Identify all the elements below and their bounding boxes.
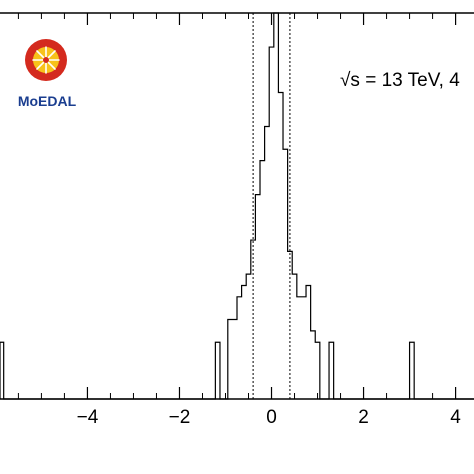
x-tick-label: −2 — [169, 407, 191, 428]
cut-lines — [252, 13, 291, 399]
x-tick-label: 0 — [266, 407, 277, 428]
x-tick-label: 4 — [450, 407, 461, 428]
x-tick-label: 2 — [358, 407, 369, 428]
logo-center — [43, 57, 49, 63]
moedal-logo: MoEDAL — [18, 39, 77, 109]
energy-annotation: √s = 13 TeV, 4 — [340, 70, 460, 91]
histogram-bars — [0, 12, 474, 400]
histogram-outline — [0, 12, 474, 400]
logo-text: MoEDAL — [18, 93, 77, 109]
tick-labels: −4 −2 0 2 4 — [77, 407, 462, 428]
tick-marks — [17, 13, 457, 399]
x-tick-label: −4 — [77, 407, 99, 428]
